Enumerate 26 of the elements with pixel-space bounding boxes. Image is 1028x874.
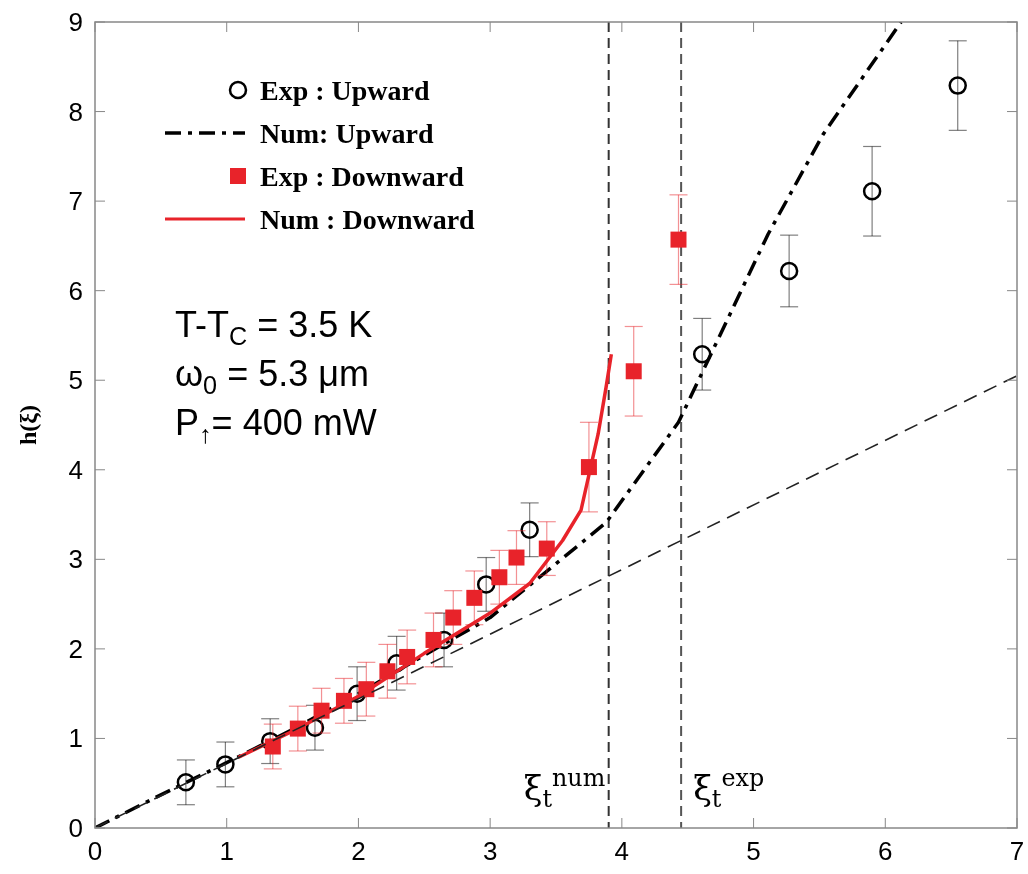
annotation: P$_{↑}$= 400 mW xyxy=(175,402,377,448)
x-tick-label: 5 xyxy=(746,836,761,866)
legend-label: Num : Downward xyxy=(260,204,476,235)
legend-label: Exp : Downward xyxy=(260,161,465,192)
x-tick-label: 4 xyxy=(614,836,630,866)
y-tick-label: 7 xyxy=(68,186,83,217)
annotation: T-T$_{C}$ = 3.5 K xyxy=(175,304,373,350)
y-tick-label: 8 xyxy=(68,96,83,127)
legend-label: Exp : Upward xyxy=(260,75,431,106)
y-tick-label: 1 xyxy=(68,723,83,754)
x-tick-label: 6 xyxy=(878,836,893,866)
x-tick-label: 1 xyxy=(219,836,234,866)
annotation: ω$_{0}$ = 5.3 μm xyxy=(175,353,369,399)
y-tick-label: 9 xyxy=(68,7,83,37)
y-tick-label: 4 xyxy=(68,454,83,485)
x-tick-label: 7 xyxy=(1009,836,1025,866)
y-tick-label: 0 xyxy=(68,813,83,843)
x-tick-label: 0 xyxy=(87,836,103,866)
y-tick-label: 2 xyxy=(68,633,83,664)
x-tick-label: 2 xyxy=(351,836,366,866)
x-tick-label: 3 xyxy=(482,836,498,866)
y-axis-title: h(ξ) xyxy=(15,404,41,446)
y-tick-label: 6 xyxy=(68,275,83,306)
y-tick-label: 5 xyxy=(68,365,83,396)
legend-label: Num: Upward xyxy=(260,118,434,149)
y-tick-label: 3 xyxy=(68,544,83,575)
